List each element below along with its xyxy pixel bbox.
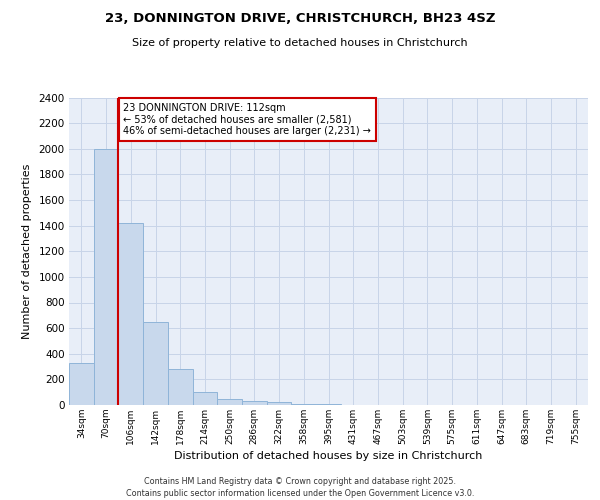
Bar bbox=[292, 404, 316, 405]
Bar bbox=[316, 404, 341, 405]
Bar bbox=[242, 400, 267, 405]
Bar bbox=[94, 149, 118, 405]
Bar bbox=[69, 364, 94, 405]
X-axis label: Distribution of detached houses by size in Christchurch: Distribution of detached houses by size … bbox=[175, 451, 482, 461]
Text: Size of property relative to detached houses in Christchurch: Size of property relative to detached ho… bbox=[132, 38, 468, 48]
Bar bbox=[168, 369, 193, 405]
Bar bbox=[217, 399, 242, 405]
Text: Contains HM Land Registry data © Crown copyright and database right 2025.: Contains HM Land Registry data © Crown c… bbox=[144, 478, 456, 486]
Text: Contains public sector information licensed under the Open Government Licence v3: Contains public sector information licen… bbox=[126, 489, 474, 498]
Text: 23, DONNINGTON DRIVE, CHRISTCHURCH, BH23 4SZ: 23, DONNINGTON DRIVE, CHRISTCHURCH, BH23… bbox=[105, 12, 495, 26]
Bar bbox=[193, 392, 217, 405]
Bar bbox=[267, 402, 292, 405]
Bar bbox=[143, 322, 168, 405]
Y-axis label: Number of detached properties: Number of detached properties bbox=[22, 164, 32, 339]
Text: 23 DONNINGTON DRIVE: 112sqm
← 53% of detached houses are smaller (2,581)
46% of : 23 DONNINGTON DRIVE: 112sqm ← 53% of det… bbox=[124, 102, 371, 136]
Bar bbox=[118, 223, 143, 405]
